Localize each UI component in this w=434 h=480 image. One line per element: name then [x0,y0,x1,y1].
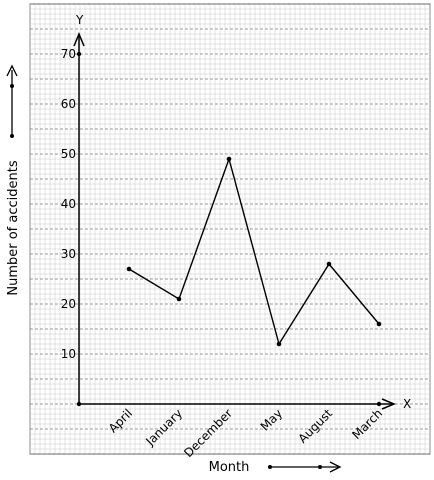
x-axis-end-point [376,401,382,407]
x-direction-arrow-dot [318,465,322,469]
data-point [126,266,132,272]
series-line [128,156,380,346]
data-point [226,156,232,162]
x-direction-arrow-dot [268,465,272,469]
y-tick-label: 50 [61,147,76,161]
x-axis-title: Month [209,460,250,475]
y-tick-label: 40 [61,197,76,211]
y-axis-top-point [76,51,82,57]
data-point [276,341,282,347]
x-axis-arrow [381,398,396,410]
x-direction-arrow-head [329,461,342,473]
y-axis-arrow [73,32,85,47]
y-tick-label: 60 [61,97,76,111]
y-direction-arrow-dot [10,134,14,138]
graph-paper-grid [29,3,431,455]
y-direction-arrow-dot [10,84,14,88]
y-tick-label: 30 [61,247,76,261]
axes [73,32,396,410]
y-tick-label: 20 [61,297,76,311]
data-point [176,296,182,302]
y-direction-arrow-head [6,64,18,77]
y-tick-label: 70 [61,47,76,61]
data-point [376,321,382,327]
y-axis-letter: Y [75,13,84,27]
data-point [326,261,332,267]
y-tick-label: 10 [61,347,76,361]
chart-marks [126,156,382,347]
y-axis-title: Number of accidents [6,160,21,295]
x-axis-letter: X [403,397,411,411]
origin-point [76,401,82,407]
